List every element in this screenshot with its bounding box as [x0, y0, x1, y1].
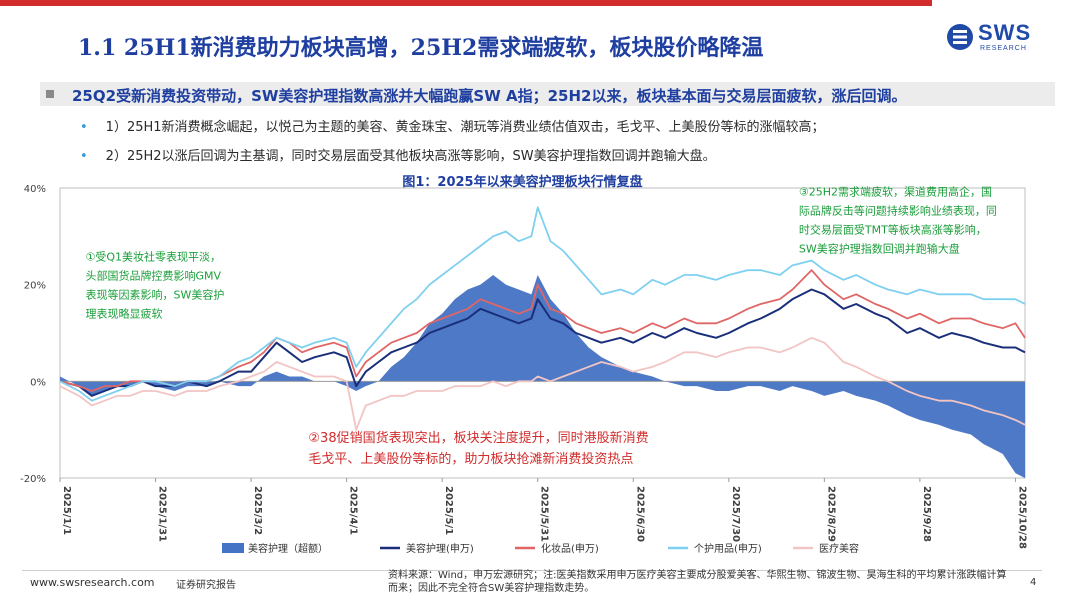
summary-bullet-1: • 1）25H1新消费概念崛起，以悦己为主题的美容、黄金珠宝、潮玩等消费业绩估值双… [80, 116, 825, 135]
y-tick-label: 40% [24, 184, 46, 195]
summary-bullet-text: 2）25H2以涨后回调为主基调，同时交易层面受其他板块高涨等影响，SW美容护理指… [105, 149, 716, 164]
x-tick-label: 2025/7/30 [730, 486, 741, 542]
y-tick-label: 20% [24, 281, 46, 292]
annotation-line: ③25H2需求端疲软，渠道费用高企，国 [799, 184, 992, 198]
x-tick-label: 2025/5/1 [443, 486, 454, 535]
page-number: 4 [1030, 577, 1037, 588]
annotation-line: 头部国货品牌控费影响GMV [85, 269, 221, 283]
y-tick-label: -20% [20, 474, 46, 485]
x-tick-label: 2025/3/2 [252, 486, 263, 535]
legend-label: 美容护理(申万) [406, 542, 474, 555]
legend-label: 个护用品(申万) [694, 542, 762, 555]
x-tick-label: 2025/4/1 [348, 486, 359, 535]
legend-label: 美容护理（超额） [248, 542, 328, 555]
bullet-dot-icon: • [80, 120, 88, 135]
annotation-line: 时交易层面受TMT等板块高涨等影响， [799, 222, 987, 236]
title-accent-bar [22, 0, 932, 6]
annotation-line: 表现等因素影响，SW美容护 [85, 288, 224, 302]
summary-bullet-text: 1）25H1新消费概念崛起，以悦己为主题的美容、黄金珠宝、潮玩等消费业绩估值双击… [105, 120, 825, 135]
sws-logo: SWS RESEARCH [946, 20, 1056, 62]
summary-headline: 25Q2受新消费投资带动，SW美容护理指数高涨并大幅跑赢SW A指；25H2以来… [72, 87, 907, 105]
footer-divider [22, 570, 1042, 571]
legend-swatch-area [222, 543, 244, 553]
chart-legend: 美容护理（超额） 美容护理(申万) 化妆品(申万) 个护用品(申万) 医疗美容 [222, 542, 859, 555]
chart-annotation-3: ③25H2需求端疲软，渠道费用高企，国际品牌反击等问题持续影响业绩表现，同时交易… [799, 184, 997, 255]
x-tick-label: 2025/8/29 [825, 486, 836, 542]
annotation-line: 际品牌反击等问题持续影响业绩表现，同 [799, 203, 997, 217]
logo-wordmark: SWS [978, 20, 1032, 45]
chart-annotation-2: ②38促销国货表现突出，板块关注度提升，同时港股新消费毛戈平、上美股份等标的，助… [308, 430, 648, 467]
series-line-4 [59, 336, 1026, 431]
chart-title: 图1：2025年以来美容护理板块行情复盘 [402, 174, 642, 190]
annotation-line: ①受Q1美妆社零表现平淡， [85, 250, 221, 264]
series-area-excess [60, 275, 1025, 478]
x-tick-label: 2025/1/31 [157, 486, 168, 542]
x-tick-label: 2025/5/31 [539, 486, 550, 542]
series-line-3 [59, 206, 1026, 402]
page-title: 1.1 25H1新消费助力板块高增，25H2需求端疲软，板块股价略降温 [78, 35, 764, 61]
x-tick-label: 2025/1/1 [61, 486, 72, 535]
y-tick-label: 0% [30, 377, 46, 388]
legend-label: 化妆品(申万) [541, 542, 599, 555]
annotation-line: SW美容护理指数回调并跑输大盘 [799, 241, 960, 255]
footer-url-link[interactable]: www.swsresearch.com [30, 576, 155, 589]
series-line-1 [59, 288, 1026, 397]
plot-area-border [59, 187, 1026, 479]
annotation-line: ②38促销国货表现突出，板块关注度提升，同时港股新消费 [308, 430, 648, 446]
annotation-line: 毛戈平、上美股份等标的，助力板块抢滩新消费投资热点 [308, 451, 633, 467]
square-bullet-icon [46, 90, 54, 98]
x-tick-label: 2025/9/28 [921, 486, 932, 542]
legend-label: 医疗美容 [819, 542, 859, 555]
bullet-dot-icon: • [80, 149, 88, 164]
sws-logo-icon [947, 24, 973, 50]
x-tick-label: 2025/10/28 [1016, 486, 1027, 549]
x-tick-label: 2025/6/30 [634, 486, 645, 542]
logo-subtext: RESEARCH [980, 45, 1027, 52]
summary-bullet-2: • 2）25H2以涨后回调为主基调，同时交易层面受其他板块高涨等影响，SW美容护理… [80, 145, 716, 164]
market-review-chart: 图1：2025年以来美容护理板块行情复盘 -20% 0% 20% 40% 2025/1/1… [20, 174, 1027, 555]
footer-report-type: 证券研究报告 [176, 580, 236, 591]
summary-headline-box: 25Q2受新消费投资带动，SW美容护理指数高涨并大幅跑赢SW A指；25H2以来… [40, 82, 1055, 106]
annotation-line: 理表现略显疲软 [85, 307, 162, 321]
series-line-2 [59, 269, 1026, 392]
top-accent-bar [0, 0, 22, 6]
chart-annotation-1: ①受Q1美妆社零表现平淡， 头部国货品牌控费影响GMV 表现等因素影响，SW美容护理… [85, 250, 224, 321]
footer-source-note: 资料来源：Wind，申万宏源研究；注:医美指数采用申万医疗美容主要成分股爱美客、… [388, 570, 1007, 594]
